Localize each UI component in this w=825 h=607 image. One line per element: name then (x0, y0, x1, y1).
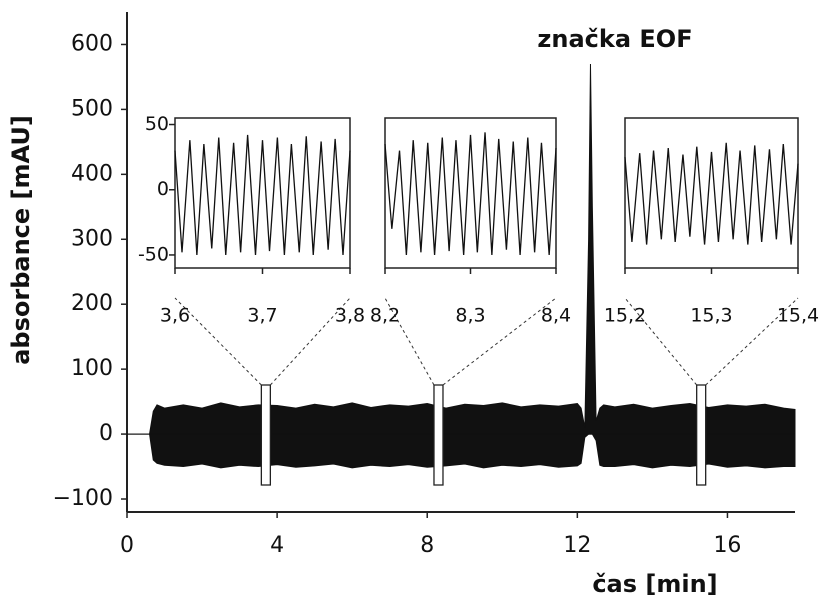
x-tick-label: 3,6 (160, 305, 190, 327)
y-axis-label: absorbance [mAU] (7, 115, 35, 365)
y-tick-label: 0 (157, 178, 169, 200)
zoom-connector (624, 297, 698, 386)
y-tick-label: 200 (71, 291, 113, 316)
zoom-marker (260, 384, 272, 486)
zoom-connector (269, 297, 351, 386)
y-tick-label: 0 (99, 421, 113, 446)
signal-area (126, 433, 796, 469)
y-tick-label: 100 (71, 356, 113, 381)
annotation: značka EOF (537, 25, 692, 53)
inset-frame (624, 117, 799, 269)
x-axis-label: čas [min] (592, 570, 717, 598)
x-tick-label: 15,3 (690, 305, 732, 327)
y-tick-label: 600 (71, 31, 113, 56)
x-tick-label: 0 (120, 533, 134, 558)
x-tick-label: 4 (270, 533, 284, 558)
signal-line (624, 142, 799, 245)
y-tick-label: 50 (145, 113, 169, 135)
y-tick-label: 400 (71, 161, 113, 186)
x-tick-label: 3,7 (247, 305, 277, 327)
y-tick-label: -50 (138, 243, 169, 265)
zoom-marker (433, 384, 444, 486)
y-tick-label: 300 (71, 226, 113, 251)
zoom-marker (696, 384, 707, 486)
x-tick-label: 3,8 (335, 305, 365, 327)
x-tick-label: 8,2 (370, 305, 400, 327)
x-tick-label: 15,2 (604, 305, 646, 327)
y-tick-label: 500 (71, 96, 113, 121)
y-tick-label: −100 (53, 486, 113, 511)
x-tick-label: 8,3 (455, 305, 485, 327)
x-tick-label: 8 (420, 533, 434, 558)
x-tick-label: 15,4 (777, 305, 819, 327)
x-tick-label: 8,4 (541, 305, 571, 327)
signal-line (384, 132, 557, 256)
zoom-connector (384, 297, 435, 386)
x-tick-label: 12 (563, 533, 591, 558)
signal-line (174, 134, 351, 256)
x-tick-label: 16 (713, 533, 741, 558)
zoom-connector (174, 297, 262, 386)
signal-area (126, 63, 796, 435)
